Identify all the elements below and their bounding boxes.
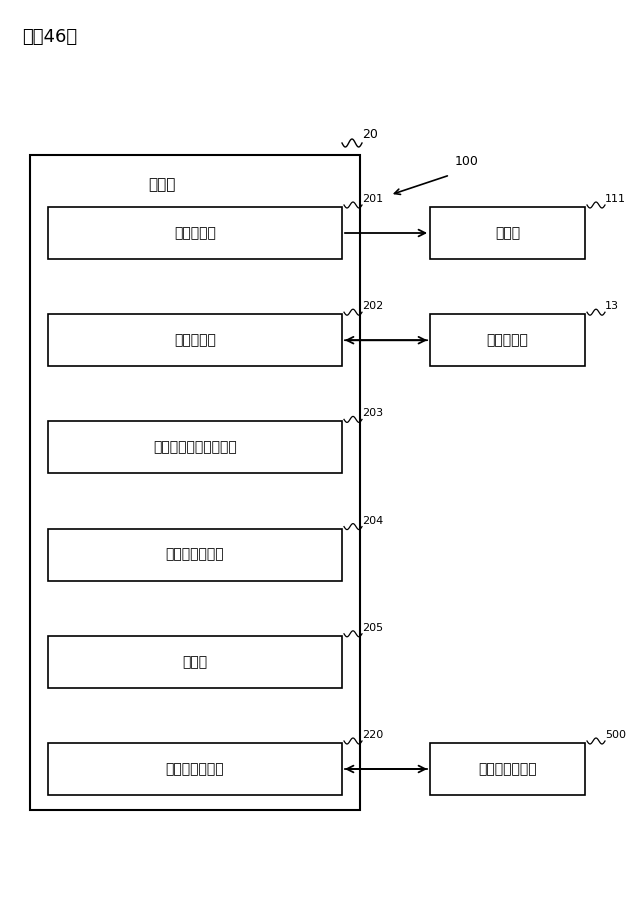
Text: 100: 100 [455,155,479,168]
Bar [430,743,585,795]
Bar [48,636,342,688]
Text: 【図46】: 【図46】 [22,28,77,46]
Bar [48,529,342,581]
Text: 制御部: 制御部 [148,177,176,192]
Text: 画像生成部: 画像生成部 [174,226,216,240]
Text: 205: 205 [362,623,383,633]
Bar [48,207,342,259]
Bar [48,743,342,795]
Text: 20: 20 [362,128,378,141]
Text: 表示位置制御部: 表示位置制御部 [166,762,224,776]
Text: 13: 13 [605,301,619,311]
Text: キャリブレーション部: キャリブレーション部 [153,441,237,454]
Text: 表示制御部: 表示制御部 [174,333,216,347]
Text: 204: 204 [362,516,383,526]
Bar [48,421,342,474]
Text: 操作検出器: 操作検出器 [486,333,529,347]
Bar [430,207,585,259]
Text: 220: 220 [362,730,383,740]
Text: 111: 111 [605,194,626,204]
Bar [430,314,585,366]
Text: 500: 500 [605,730,626,740]
Text: 表示位置変更部: 表示位置変更部 [478,762,537,776]
Bar [30,155,360,810]
Bar [48,314,342,366]
Text: 203: 203 [362,409,383,419]
Text: 検出基準制御部: 検出基準制御部 [166,548,224,562]
Text: 表示器: 表示器 [495,226,520,240]
Text: 201: 201 [362,194,383,204]
Text: 202: 202 [362,301,383,311]
Text: 記憶部: 記憶部 [182,655,207,669]
